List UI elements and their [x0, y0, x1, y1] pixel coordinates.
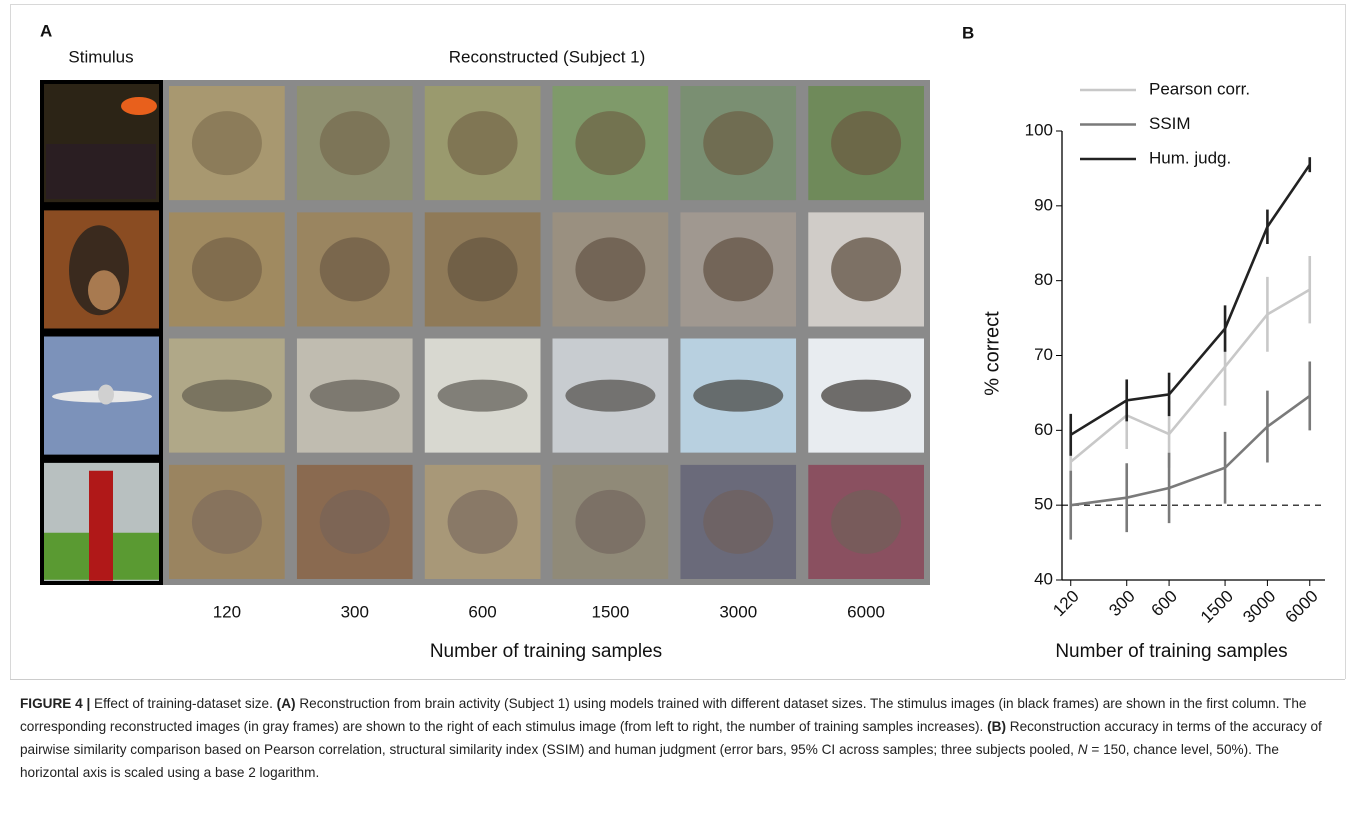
x-tick-label: 1500 [1197, 587, 1237, 627]
image-blob [310, 380, 400, 412]
reconstructed-image [680, 339, 796, 453]
y-tick-label: 70 [1034, 345, 1053, 364]
caption-text: Effect of training-dataset size. [90, 696, 276, 711]
x-tick-label: 600 [468, 602, 496, 621]
reconstructed-image [297, 465, 413, 579]
axis-label: % correct [981, 311, 1003, 396]
image-blob [448, 490, 518, 554]
reconstructed-image [425, 339, 541, 453]
x-tick-label: 120 [213, 602, 241, 621]
reconstructed-image [680, 465, 796, 579]
image-shape [46, 144, 156, 199]
image-blob [831, 490, 901, 554]
image-blob [438, 380, 528, 412]
x-tick-label: 1500 [592, 602, 630, 621]
image-blob [821, 380, 911, 412]
page: A B Stimulus Reconstructed (Subject 1) N… [0, 0, 1355, 829]
x-tick-label: 600 [1148, 587, 1181, 620]
axis-label: Number of training samples [1055, 641, 1287, 662]
image-blob [703, 111, 773, 175]
panel-label: A [40, 21, 52, 40]
image-blob [831, 237, 901, 301]
reconstructed-image [297, 212, 413, 326]
series-line [1071, 290, 1310, 462]
reconstructed-image [553, 339, 669, 453]
x-tick-label: 300 [341, 602, 369, 621]
image-blob [320, 237, 390, 301]
caption-text: (A) [277, 696, 296, 711]
x-tick-label: 3000 [719, 602, 757, 621]
reconstructed-image [297, 339, 413, 453]
image-shape [89, 471, 113, 581]
caption-text: FIGURE 4 | [20, 696, 90, 711]
column-header: Stimulus [68, 47, 133, 66]
caption-text: N [1078, 742, 1088, 757]
reconstructed-image [808, 86, 924, 200]
image-blob [703, 490, 773, 554]
image-blob [192, 111, 262, 175]
y-tick-label: 80 [1034, 270, 1053, 289]
reconstructed-image [680, 212, 796, 326]
y-tick-label: 100 [1025, 120, 1053, 139]
reconstructed-image [169, 86, 285, 200]
stimulus-image [44, 463, 159, 581]
reconstructed-image [553, 86, 669, 200]
image-blob [575, 237, 645, 301]
reconstructed-image [808, 465, 924, 579]
image-blob [831, 111, 901, 175]
image-shape [98, 385, 114, 405]
reconstructed-image [169, 465, 285, 579]
image-blob [703, 237, 773, 301]
y-tick-label: 40 [1034, 569, 1053, 588]
image-shape [88, 270, 120, 310]
reconstructed-image [425, 465, 541, 579]
stimulus-image [44, 84, 159, 202]
reconstructed-image [169, 339, 285, 453]
stimulus-image [44, 210, 159, 328]
y-tick-label: 60 [1034, 420, 1053, 439]
panel-label: B [962, 23, 974, 42]
reconstructed-image [425, 212, 541, 326]
reconstructed-image [680, 86, 796, 200]
reconstructed-image [553, 212, 669, 326]
image-blob [448, 237, 518, 301]
caption-text: (B) [987, 719, 1006, 734]
x-tick-label: 300 [1105, 587, 1138, 620]
image-blob [575, 111, 645, 175]
separator [10, 679, 1345, 680]
image-shape [121, 97, 157, 115]
reconstructed-image [553, 465, 669, 579]
y-tick-label: 50 [1034, 495, 1053, 514]
reconstructed-image [425, 86, 541, 200]
axis-label: Number of training samples [430, 641, 662, 662]
image-blob [192, 237, 262, 301]
stimulus-image [44, 337, 159, 455]
x-tick-label: 6000 [847, 602, 885, 621]
series-line [1071, 165, 1310, 435]
legend-label: Pearson corr. [1149, 79, 1250, 98]
image-blob [182, 380, 272, 412]
image-blob [320, 111, 390, 175]
x-tick-label: 120 [1049, 587, 1082, 620]
image-blob [565, 380, 655, 412]
reconstructed-image [297, 86, 413, 200]
caption: FIGURE 4 | Effect of training-dataset si… [20, 692, 1338, 784]
legend-label: SSIM [1149, 114, 1191, 133]
legend-label: Hum. judg. [1149, 148, 1231, 167]
reconstructed-image [808, 212, 924, 326]
image-blob [575, 490, 645, 554]
image-blob [192, 490, 262, 554]
column-header: Reconstructed (Subject 1) [449, 47, 646, 66]
reconstructed-image [169, 212, 285, 326]
x-tick-label: 3000 [1239, 587, 1279, 627]
y-tick-label: 90 [1034, 195, 1053, 214]
x-tick-label: 6000 [1282, 587, 1322, 627]
reconstructed-image [808, 339, 924, 453]
image-blob [320, 490, 390, 554]
image-blob [448, 111, 518, 175]
image-blob [693, 380, 783, 412]
figure: A B Stimulus Reconstructed (Subject 1) N… [0, 0, 1355, 680]
